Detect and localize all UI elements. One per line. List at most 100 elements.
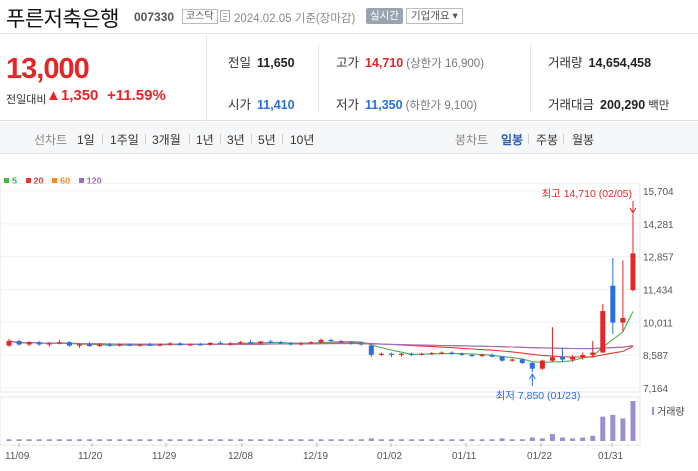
volume-bar [167, 439, 173, 441]
period-3m[interactable]: 3개월 [152, 133, 181, 147]
divider [530, 45, 531, 113]
volume-bar [489, 439, 495, 441]
open-price: 시가 11,410 [228, 94, 295, 113]
volume-bar [459, 439, 465, 441]
candle [26, 341, 32, 347]
amount-unit: 백만 [648, 100, 670, 112]
y-tick-label: 7,164 [643, 384, 668, 395]
prev-close: 전일 11,650 [228, 52, 295, 71]
candle [610, 257, 616, 335]
period-3y[interactable]: 3년 [227, 133, 245, 147]
volume-bar [66, 439, 72, 441]
volume-bar [97, 439, 103, 441]
chart-toolbar: 선차트 1일 1주일 3개월 1년 3년 5년 10년 봉차트 일봉 주봉 월봉 [0, 122, 698, 154]
candle [399, 353, 405, 357]
volume-bar [388, 439, 394, 441]
candle [197, 342, 203, 346]
volume-bar [580, 437, 586, 441]
annotations: 최고 14,710 (02/05) 최저 7,850 (01/23) [496, 188, 637, 402]
candle-daily[interactable]: 일봉 [501, 133, 524, 147]
volume-bar [358, 439, 364, 441]
x-tick-label: 12/19 [303, 451, 328, 462]
candle [519, 358, 525, 365]
candle-weekly[interactable]: 주봉 [536, 133, 559, 147]
volume-bar [409, 439, 415, 441]
candle [338, 339, 344, 344]
volume-bar [298, 439, 304, 441]
candle [227, 342, 233, 346]
period-1d[interactable]: 1일 [77, 133, 95, 147]
volume-bar [26, 439, 32, 441]
candle [177, 342, 183, 346]
period-1w[interactable]: 1주일 [110, 133, 139, 147]
lower-limit: (하한가 9,100) [405, 100, 477, 112]
volume-bar [539, 438, 545, 441]
volume-label: 거래량 [548, 56, 583, 70]
volume-bar [258, 439, 264, 441]
volume-bar [348, 439, 354, 441]
amount-label: 거래대금 [548, 98, 595, 112]
volume-bar [378, 439, 384, 441]
legend-ma60-label: 60 [60, 176, 71, 186]
candle [539, 359, 545, 370]
open-label: 시가 [228, 98, 252, 112]
candle [76, 343, 82, 348]
candle [167, 342, 173, 346]
prev-close-label: 전일 [228, 56, 252, 70]
x-tick-label: 11/20 [78, 451, 103, 462]
volume-bar [117, 439, 123, 441]
volume-bar [620, 418, 626, 441]
candle [600, 304, 606, 353]
volume-bar [268, 439, 274, 441]
line-chart-label: 선차트 [34, 133, 68, 147]
change-percent: +11.59% [107, 87, 166, 104]
candle [409, 352, 415, 357]
candle [630, 213, 636, 292]
volume-bar [519, 439, 525, 441]
legend-ma60: 60 [52, 176, 70, 186]
candle [489, 353, 495, 358]
volume-bar [87, 439, 93, 441]
candle [237, 341, 243, 345]
candle [368, 344, 374, 358]
volume-bar [449, 439, 455, 441]
candle [6, 338, 12, 347]
volume-bar [419, 439, 425, 441]
legend-ma5-swatch [4, 178, 9, 183]
price-chart[interactable]: 거래량 15,704 14,281 12,857 11,434 10,011 8,587 7… [0, 183, 698, 471]
legend-ma120-label: 120 [86, 176, 102, 186]
volume-bar [187, 439, 193, 441]
high-annotation: 최고 14,710 (02/05) [541, 188, 632, 200]
prev-close-value: 11,650 [257, 56, 295, 70]
divider [318, 45, 319, 113]
current-price: 13,000 [6, 53, 90, 85]
volume-bar [338, 439, 344, 441]
high-label: 고가 [336, 56, 360, 70]
volume-bar [76, 439, 82, 441]
candle [328, 338, 334, 343]
candle [469, 353, 475, 358]
period-5y[interactable]: 5년 [258, 133, 276, 147]
base-date: 2024.02.05 기준(장마감) [234, 13, 356, 25]
realtime-button[interactable]: 실시간 [366, 8, 403, 24]
open-value: 11,410 [257, 98, 295, 112]
stock-code: 007330 [134, 10, 175, 24]
x-tick-label: 11/09 [5, 451, 30, 462]
candle [439, 351, 445, 355]
candle-monthly[interactable]: 월봉 [572, 133, 595, 147]
company-overview-dropdown[interactable]: 기업개요 ▾ [406, 8, 463, 24]
legend-ma60-swatch [52, 178, 58, 183]
candle [509, 358, 515, 362]
candle [217, 341, 223, 345]
volume-bar [529, 437, 535, 441]
volume-bar [36, 439, 42, 441]
candle [308, 341, 314, 345]
change-value: ▲1,350 [46, 87, 99, 104]
stock-header: 푸른저축은행 007330 코스닥 2024.02.05 기준(장마감) 실시간… [0, 0, 698, 34]
candle [207, 342, 213, 346]
period-1y[interactable]: 1년 [196, 133, 214, 147]
period-10y[interactable]: 10년 [290, 133, 315, 147]
candle [298, 342, 304, 346]
candle [147, 342, 153, 347]
trade-amount: 거래대금 200,290 백만 [548, 94, 669, 113]
